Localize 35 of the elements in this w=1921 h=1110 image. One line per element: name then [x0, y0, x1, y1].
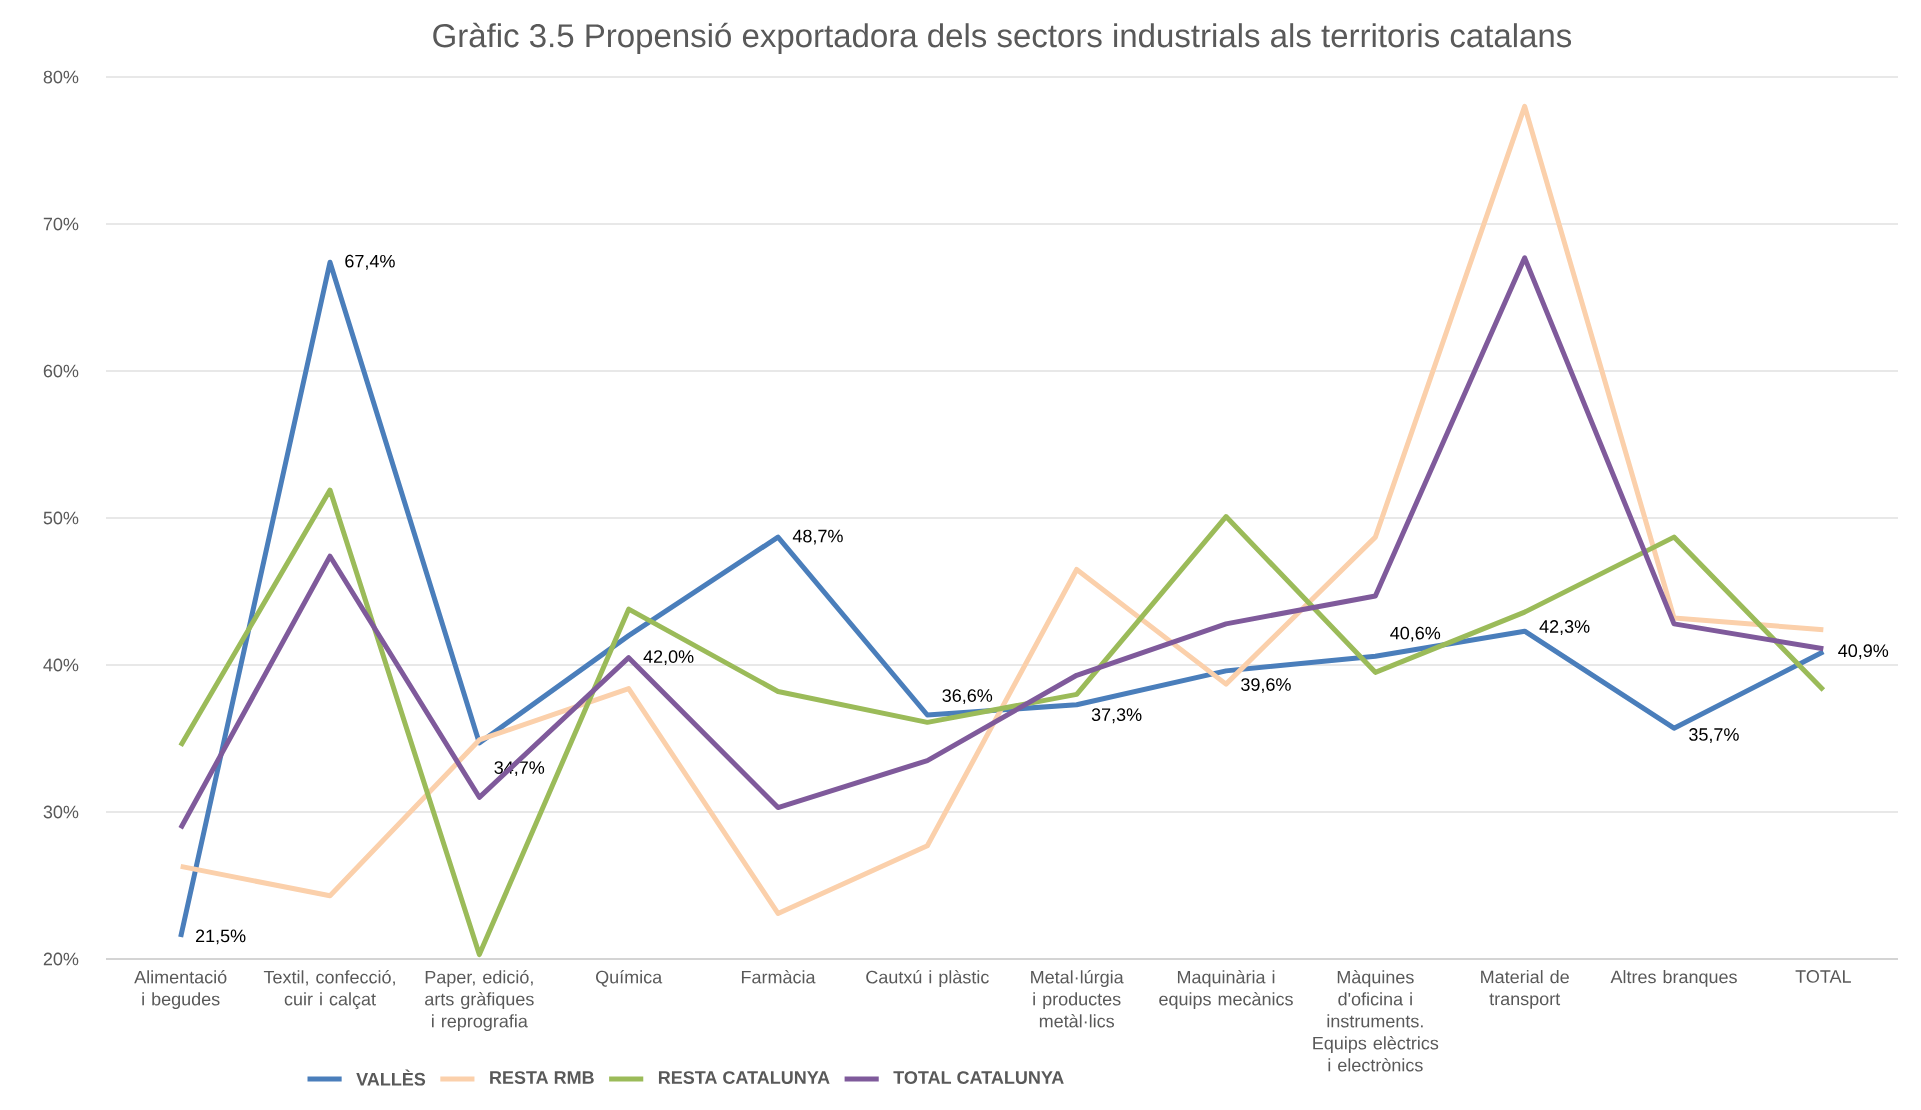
y-tick-label: 70% — [43, 217, 79, 231]
data-label: 40,6% — [1390, 626, 1441, 642]
x-tick-label: Química — [596, 970, 663, 987]
data-label: 39,6% — [1241, 678, 1291, 694]
x-tick-label: Material de transport — [1481, 970, 1569, 1009]
data-label: 42,3% — [1539, 620, 1590, 635]
x-tick-label: Textil, confecció, cuir i calçat — [263, 970, 395, 1010]
x-tick-label: Farmàcia — [741, 970, 816, 984]
data-label: 48,7% — [792, 529, 843, 545]
x-tick-label: Màquines d'oficina i instruments. Equips elèctrics i electrònics — [1313, 970, 1439, 1072]
legend-label: TOTAL CATALUNYA — [893, 1071, 1064, 1084]
chart-title: Gràfic 3.5 Propensió exportadora dels sectors industrials als territoris catalans — [433, 22, 1572, 54]
data-label: 67,4% — [345, 254, 395, 270]
data-label: 42,0% — [643, 650, 694, 666]
x-tick-label: Altres branques — [1610, 970, 1737, 987]
x-tick-label: Metal·lúrgia i productes metàl·lics — [1031, 970, 1124, 1028]
legend-label: VALLÈS — [356, 1069, 426, 1086]
data-label: 40,9% — [1838, 644, 1889, 660]
y-tick-label: 20% — [43, 952, 79, 966]
y-tick-label: 60% — [43, 364, 79, 378]
y-tick-label: 50% — [43, 511, 79, 525]
x-tick-label: Alimentació i begudes — [134, 970, 227, 1010]
x-tick-label: Maquinària i equips mecànics — [1159, 970, 1293, 1010]
y-tick-label: 80% — [43, 70, 79, 84]
y-tick-label: 40% — [43, 658, 79, 672]
y-tick-label: 30% — [43, 805, 79, 819]
x-tick-label: Paper, edició, arts gràfiques i reprografia — [425, 970, 534, 1032]
x-tick-label: TOTAL — [1795, 970, 1851, 983]
data-label: 35,7% — [1689, 728, 1739, 743]
data-label: 21,5% — [195, 929, 246, 945]
data-label: 37,3% — [1091, 708, 1142, 724]
legend-label: RESTA CATALUNYA — [658, 1071, 830, 1084]
data-label: 36,6% — [942, 689, 993, 705]
x-tick-label: Cautxú i plàstic — [866, 970, 989, 988]
legend-label: RESTA RMB — [490, 1071, 594, 1084]
